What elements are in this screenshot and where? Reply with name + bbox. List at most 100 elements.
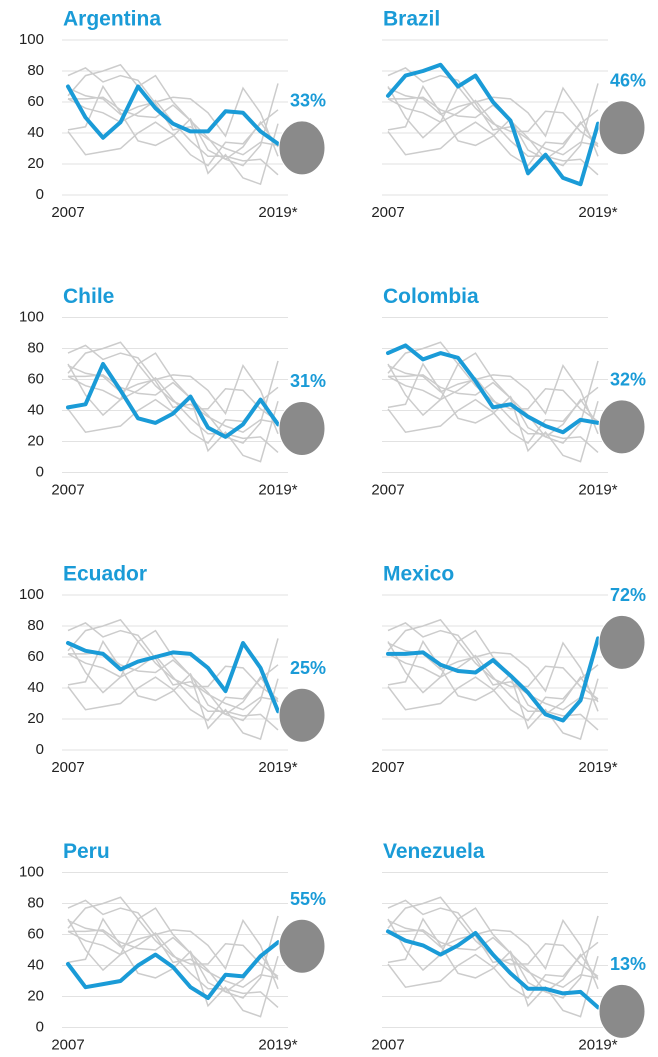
background-line: [387, 918, 599, 990]
portrait: [598, 399, 646, 455]
y-tick-label: 20: [27, 710, 44, 727]
background-line: [388, 360, 599, 444]
background-line: [387, 622, 599, 711]
background-line: [67, 362, 279, 423]
background-line: [67, 63, 279, 186]
background-line: [387, 896, 599, 1018]
x-tick-label: 2007: [51, 204, 84, 221]
x-tick-label: 2019*: [258, 204, 297, 221]
background-line: [67, 67, 279, 156]
highlight-line: [66, 641, 280, 714]
portrait: [598, 614, 646, 670]
x-tick-label: 2019*: [578, 1036, 617, 1053]
panel-title: Colombia: [383, 285, 479, 308]
background-line: [67, 618, 279, 741]
background-line: [68, 83, 279, 167]
y-tick-label: 0: [36, 1018, 44, 1035]
portrait: [278, 687, 326, 743]
background-line: [387, 86, 599, 157]
y-tick-label: 60: [27, 648, 44, 665]
y-tick-label: 100: [19, 308, 44, 325]
background-line: [67, 918, 279, 990]
highlight-line: [386, 929, 600, 1010]
background-line: [387, 386, 599, 445]
y-tick-label: 0: [36, 463, 44, 480]
value-label: 46%: [610, 70, 646, 90]
background-line: [67, 86, 279, 157]
highlight-line: [386, 636, 600, 723]
background-line: [387, 84, 599, 161]
background-line: [387, 639, 599, 716]
background-line: [68, 360, 279, 444]
y-tick-label: 80: [27, 62, 44, 79]
panel-title: Ecuador: [63, 563, 147, 586]
portrait: [278, 918, 326, 974]
background-line: [67, 899, 279, 989]
background-line: [67, 639, 279, 716]
panel-title: Brazil: [383, 8, 440, 31]
background-line: [68, 915, 279, 999]
panel-title: Argentina: [63, 8, 161, 31]
x-tick-label: 2007: [371, 204, 404, 221]
background-line: [67, 109, 279, 167]
value-label: 72%: [610, 585, 646, 605]
background-line: [67, 917, 279, 978]
panel-title: Chile: [63, 285, 114, 308]
background-line: [67, 640, 279, 700]
x-tick-label: 2019*: [578, 204, 617, 221]
y-tick-label: 40: [27, 679, 44, 696]
background-line: [67, 375, 279, 453]
x-tick-label: 2007: [51, 759, 84, 776]
y-tick-label: 0: [36, 186, 44, 203]
background-line: [387, 917, 599, 993]
background-line: [67, 341, 279, 463]
value-label: 31%: [290, 371, 326, 391]
highlight-line: [386, 62, 600, 187]
x-tick-label: 2007: [51, 481, 84, 498]
y-tick-label: 40: [27, 124, 44, 141]
background-line: [387, 67, 599, 156]
background-line: [67, 930, 279, 1008]
y-tick-label: 60: [27, 93, 44, 110]
y-tick-label: 80: [27, 617, 44, 634]
background-line: [387, 98, 599, 176]
background-line: [387, 375, 599, 453]
background-line: [387, 85, 599, 145]
value-label: 33%: [290, 91, 326, 111]
value-label: 13%: [610, 954, 646, 974]
panel-title: Venezuela: [383, 840, 485, 863]
background-line: [387, 341, 599, 463]
y-tick-label: 40: [27, 956, 44, 973]
y-tick-label: 20: [27, 155, 44, 172]
background-line: [67, 84, 279, 161]
portrait: [598, 100, 646, 156]
y-tick-label: 100: [19, 31, 44, 48]
y-tick-label: 80: [27, 339, 44, 356]
value-label: 25%: [290, 658, 326, 678]
portrait: [278, 120, 326, 176]
x-tick-label: 2007: [371, 759, 404, 776]
portrait: [598, 983, 646, 1039]
x-tick-label: 2019*: [578, 759, 617, 776]
y-tick-label: 60: [27, 370, 44, 387]
background-line: [67, 896, 279, 1018]
background-line: [387, 941, 599, 999]
background-line: [387, 363, 599, 435]
x-tick-label: 2019*: [258, 759, 297, 776]
highlight-line: [66, 940, 280, 1000]
x-tick-label: 2019*: [258, 481, 297, 498]
background-line: [67, 344, 279, 434]
background-line: [67, 664, 279, 722]
background-line: [387, 899, 599, 989]
background-line: [67, 653, 279, 731]
background-line: [387, 618, 599, 741]
background-line: [387, 640, 599, 700]
portrait: [278, 400, 326, 456]
background-line: [387, 362, 599, 438]
y-tick-label: 20: [27, 432, 44, 449]
value-label: 55%: [290, 889, 326, 909]
panel-title: Peru: [63, 840, 110, 863]
y-tick-label: 100: [19, 863, 44, 880]
background-line: [387, 653, 599, 731]
